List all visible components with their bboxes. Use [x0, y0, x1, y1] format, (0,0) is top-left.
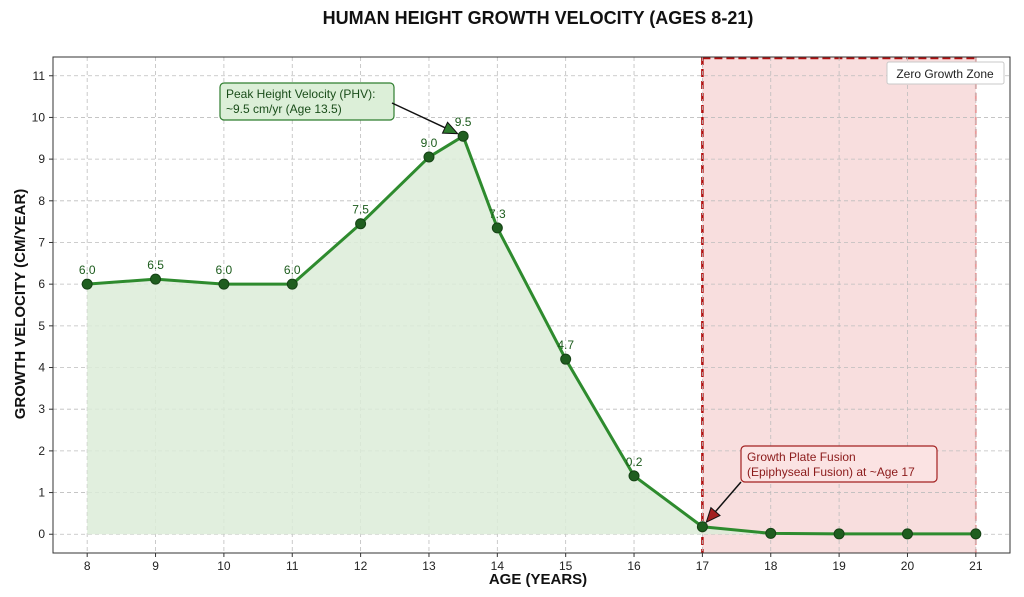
- data-point: [457, 130, 469, 142]
- data-point: [833, 528, 845, 540]
- data-label: 9.5: [455, 115, 472, 129]
- annotation-box: [219, 82, 395, 121]
- x-tick-label: 14: [491, 559, 505, 573]
- data-point: [286, 278, 298, 290]
- y-tick-label: 8: [38, 194, 45, 208]
- x-tick-label: 12: [354, 559, 368, 573]
- data-point: [560, 353, 572, 365]
- annotations-group: Zero Growth Zone Peak Height Velocity (PH…: [219, 61, 1005, 524]
- data-point: [970, 528, 982, 540]
- data-point: [491, 222, 503, 234]
- data-point: [901, 528, 913, 540]
- y-tick-label: 4: [38, 361, 45, 375]
- y-tick-label: 11: [33, 69, 46, 83]
- x-tick-label: 15: [559, 559, 573, 573]
- series-area-fill: [87, 136, 976, 535]
- annotation-text: Growth Plate Fusion: [747, 450, 856, 464]
- y-tick-label: 3: [38, 402, 45, 416]
- annotation-arrow-shaft: [391, 102, 449, 131]
- x-tick-label: 19: [832, 559, 846, 573]
- data-label: 4.7: [557, 338, 574, 352]
- data-label: 7.5: [352, 203, 369, 217]
- x-tick-label: 11: [286, 559, 299, 573]
- data-label: 7.3: [489, 207, 506, 221]
- data-point: [628, 470, 640, 482]
- x-tick-label: 13: [422, 559, 436, 573]
- data-point: [150, 273, 162, 285]
- data-label: 9.0: [421, 136, 438, 150]
- x-tick-label: 16: [627, 559, 641, 573]
- data-labels-group: 6.0 6.5 6.0 6.0 7.5 9.0 9.5 7.3 4.7 0.2: [79, 115, 643, 469]
- x-tick-label: 9: [152, 559, 159, 573]
- data-point: [696, 521, 708, 533]
- annotation-arrow-shaft: [712, 481, 742, 516]
- x-tick-label: 21: [969, 559, 983, 573]
- annotation-text: ~9.5 cm/yr (Age 13.5): [226, 102, 342, 116]
- y-tick-label: 1: [38, 486, 45, 500]
- zone-label: Zero Growth Zone: [896, 67, 994, 81]
- y-tick-label: 10: [32, 110, 46, 124]
- y-tick-label: 2: [38, 444, 45, 458]
- data-point: [765, 527, 777, 539]
- data-label: 6.0: [216, 263, 233, 277]
- y-tick-label: 9: [38, 152, 45, 166]
- y-tick-label: 0: [38, 527, 45, 541]
- y-tick-label: 7: [38, 235, 45, 249]
- x-tick-label: 17: [696, 559, 710, 573]
- x-axis-title: AGE (YEARS): [489, 571, 587, 588]
- data-point: [81, 278, 93, 290]
- y-axis-title: GROWTH VELOCITY (CM/YEAR): [12, 189, 29, 420]
- data-label: 0.2: [626, 455, 643, 469]
- area-fill-group: [87, 136, 976, 535]
- annotation-text: Peak Height Velocity (PHV):: [226, 87, 375, 101]
- y-tick-label: 5: [38, 319, 45, 333]
- chart-title: HUMAN HEIGHT GROWTH VELOCITY (AGES 8-21): [323, 8, 754, 28]
- annotation-text: (Epiphyseal Fusion) at ~Age 17: [747, 465, 915, 479]
- data-point: [218, 278, 230, 290]
- x-tick-label: 8: [84, 559, 91, 573]
- x-tick-label: 20: [901, 559, 915, 573]
- x-tick-label: 18: [764, 559, 778, 573]
- plot-frame: [52, 56, 1011, 554]
- data-point: [355, 218, 367, 230]
- annotation-arrow-head: [441, 121, 459, 135]
- x-tick-label: 10: [217, 559, 231, 573]
- data-label: 6.0: [79, 263, 96, 277]
- annotation-box: [740, 445, 938, 483]
- data-point: [423, 151, 435, 163]
- data-points-group: [81, 130, 982, 540]
- data-label: 6.0: [284, 263, 301, 277]
- annotation-arrow-head: [705, 506, 721, 524]
- data-label: 6.5: [147, 258, 164, 272]
- zone-label-box: [886, 61, 1005, 85]
- y-tick-label: 6: [38, 277, 45, 291]
